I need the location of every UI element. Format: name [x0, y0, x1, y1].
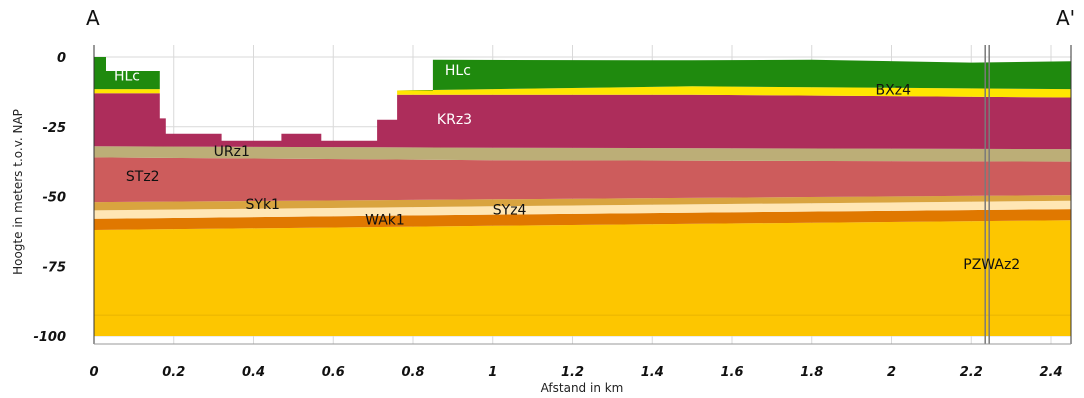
plot-frame [93, 45, 1072, 345]
y-axis-title: Hoogte in meters t.o.v. NAP [11, 109, 25, 275]
boreholes [984, 45, 990, 344]
layer-WAk1 [94, 209, 1071, 230]
layer-BXz4-west [94, 89, 160, 94]
y-tick-label: -75 [43, 260, 67, 275]
layer-HLc [94, 57, 160, 90]
unit-label-STz2: STz2 [126, 169, 160, 185]
layer-STz2 [94, 157, 1071, 203]
x-axis-ticks: 0 0.2 0.4 0.6 0.8 1 1.2 1.4 1.6 1.8 2 2.2 2.4 [89, 365, 1062, 380]
x-tick-label: 1.2 [561, 365, 584, 380]
x-tick-label: 0.8 [401, 365, 424, 380]
x-tick-label: 0 [89, 365, 98, 380]
unit-label-HLc: HLc [114, 69, 140, 85]
unit-label-HLc-east: HLc [445, 63, 471, 79]
x-tick-label: 1.8 [800, 365, 823, 380]
unit-label-KRz3: KRz3 [437, 112, 472, 128]
x-tick-label: 2 [887, 365, 896, 380]
x-tick-label: 2.2 [960, 365, 983, 380]
layer-PZWAz2 [94, 220, 1071, 336]
y-tick-label: -25 [43, 121, 67, 136]
layer-HLc-east [397, 59, 1071, 91]
unit-label-URz1: URz1 [214, 144, 250, 160]
layer-SYz4 [94, 200, 1071, 219]
unit-label-SYz4: SYz4 [493, 203, 527, 219]
layer-KRz3 [94, 93, 1071, 150]
section-end-label: A' [1056, 6, 1076, 30]
unit-label-WAk1: WAk1 [365, 212, 405, 228]
x-tick-label: 0.4 [242, 365, 265, 380]
unit-label-PZWAz2: PZWAz2 [963, 257, 1020, 273]
x-tick-label: 0.2 [162, 365, 185, 380]
y-tick-label: -50 [43, 191, 67, 206]
x-axis-title: Afstand in km [541, 381, 624, 395]
x-tick-label: 2.4 [1039, 365, 1062, 380]
x-tick-label: 1.4 [641, 365, 664, 380]
unit-label-SYk1: SYk1 [246, 197, 280, 213]
layer-BXz4 [397, 86, 1071, 98]
unit-labels: PZWAz2 WAk1 SYz4 SYk1 STz2 URz1 KRz3 BXz4 HLc HLc [114, 63, 1020, 273]
layer-URz1 [94, 146, 1071, 162]
layers [94, 57, 1071, 336]
section-start-label: A [86, 6, 100, 30]
x-tick-label: 1.6 [720, 365, 743, 380]
y-tick-label: 0 [57, 51, 66, 66]
layer-SYk1 [94, 195, 1071, 211]
y-axis-ticks: 0 -25 -50 -75 -100 [33, 51, 66, 345]
x-tick-label: 1 [488, 365, 497, 380]
x-tick-label: 0.6 [322, 365, 345, 380]
unit-label-BXz4: BXz4 [876, 83, 912, 99]
y-tick-label: -100 [33, 330, 66, 345]
